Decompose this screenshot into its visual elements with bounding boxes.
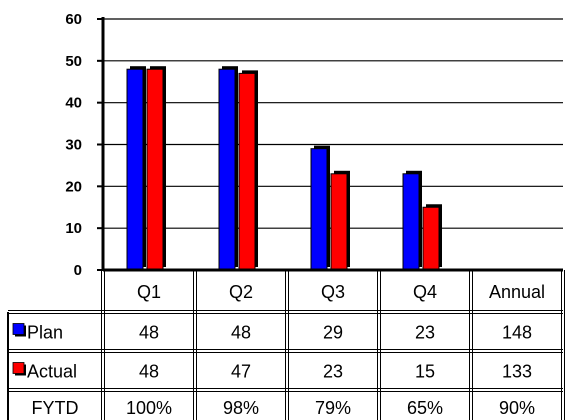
table-cell-value: 48 bbox=[231, 323, 251, 343]
x-category-label: Q3 bbox=[321, 282, 345, 302]
bar bbox=[330, 173, 348, 271]
table-cell-value: 90% bbox=[499, 398, 535, 418]
table-cell-value: 23 bbox=[323, 362, 343, 382]
legend-swatch bbox=[12, 323, 25, 335]
bars bbox=[126, 66, 442, 271]
bar bbox=[146, 68, 164, 271]
table-cell-value: 23 bbox=[415, 323, 435, 343]
x-category-label: Q1 bbox=[137, 282, 161, 302]
y-tick-label: 40 bbox=[65, 95, 82, 112]
table-cell-value: 148 bbox=[502, 323, 532, 343]
y-tick-label: 0 bbox=[74, 262, 82, 279]
extra-row-label: FYTD bbox=[32, 398, 79, 418]
table-cell-value: 48 bbox=[139, 362, 159, 382]
table-cell-value: 15 bbox=[415, 362, 435, 382]
y-tick-label: 30 bbox=[65, 137, 82, 154]
y-tick-label: 10 bbox=[65, 220, 82, 237]
data-table: Q1 Q2 Q3 Q4 Annual Plan 48 48 29 23 148 Actual 48 47 2… bbox=[7, 270, 565, 420]
y-tick-label: 50 bbox=[65, 53, 82, 70]
table-cell-value: 47 bbox=[231, 362, 251, 382]
table-cell-value: 79% bbox=[315, 398, 351, 418]
table-cell-value: 65% bbox=[407, 398, 443, 418]
legend-swatch bbox=[12, 362, 25, 374]
bar bbox=[126, 68, 144, 271]
table-cell-value: 133 bbox=[502, 362, 532, 382]
bar bbox=[310, 148, 328, 271]
table-cell-value: 29 bbox=[323, 323, 343, 343]
bar bbox=[402, 173, 420, 271]
bar bbox=[422, 206, 440, 271]
gridlines bbox=[97, 18, 563, 271]
table-cell-value: 100% bbox=[126, 398, 172, 418]
x-category-label: Q4 bbox=[413, 282, 437, 302]
y-tick-label: 20 bbox=[65, 178, 82, 195]
table-cell-value: 98% bbox=[223, 398, 259, 418]
bar bbox=[218, 68, 236, 271]
axes bbox=[101, 17, 563, 272]
table-cell-value: 48 bbox=[139, 323, 159, 343]
y-tick-label: 60 bbox=[65, 11, 82, 28]
x-category-label: Annual bbox=[489, 282, 545, 302]
bar bbox=[238, 72, 256, 271]
series-row-label: Actual bbox=[27, 362, 77, 382]
y-axis-ticks: 0 10 20 30 40 50 60 bbox=[65, 11, 82, 279]
series-row-label: Plan bbox=[27, 323, 63, 343]
x-category-label: Q2 bbox=[229, 282, 253, 302]
